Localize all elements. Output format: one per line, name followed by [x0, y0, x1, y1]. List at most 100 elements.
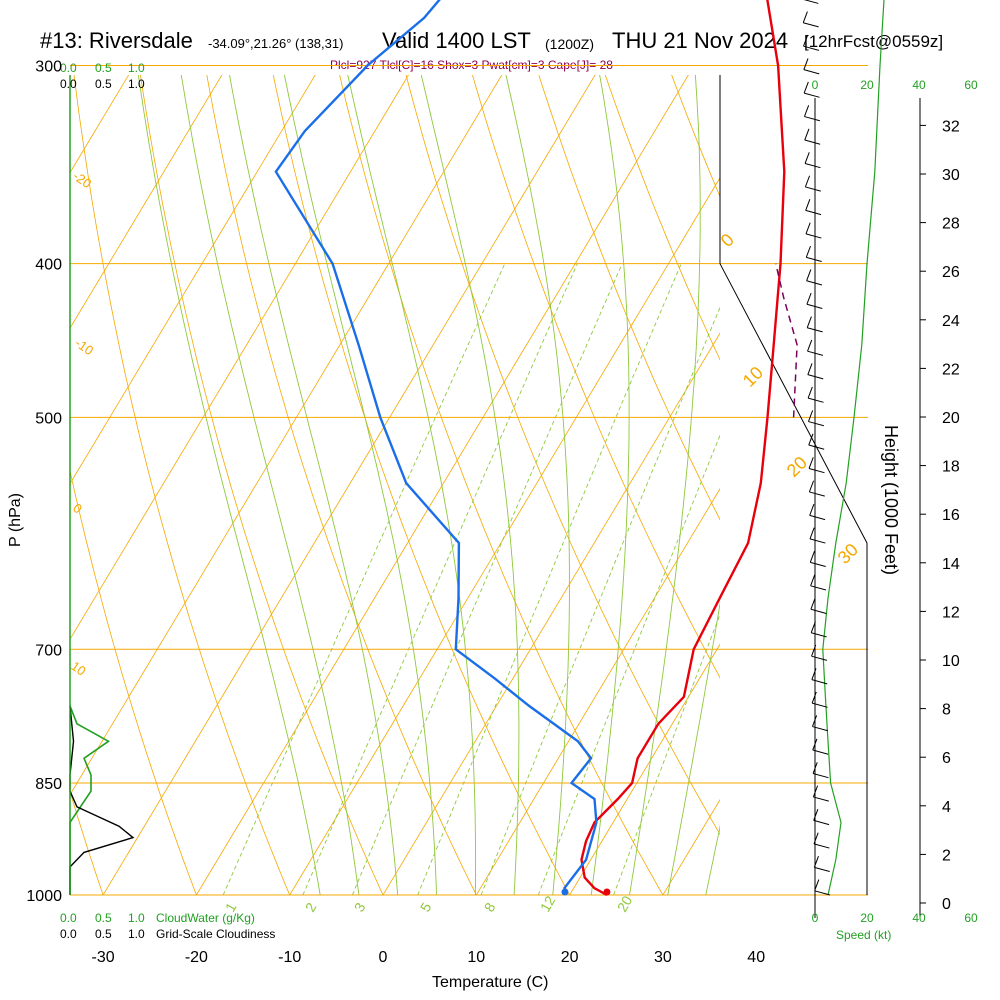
dry-adiabat-label: 0 — [70, 500, 85, 516]
wind-barb-flag — [806, 316, 812, 328]
moist-adiabat-line — [347, 75, 477, 895]
speed-tick-top: 20 — [860, 78, 874, 92]
wind-barb — [810, 585, 827, 591]
height-tick-label: 12 — [942, 604, 960, 621]
parcel-profile — [775, 263, 798, 418]
dry-adiabat-label: -20 — [70, 168, 94, 191]
isotherm-line — [0, 0, 23, 895]
wind-barb-flag — [803, 105, 810, 117]
temperature-surface-point — [603, 888, 611, 896]
thermo-grid — [0, 0, 1000, 929]
moist-adiabat-label: 30 — [834, 540, 862, 568]
wind-barb — [803, 0, 819, 4]
wind-panel — [802, 0, 885, 896]
moist-adiabat-label: 20 — [783, 453, 811, 481]
cloud-panel — [69, 705, 135, 895]
cloudwater-tick-2: 1.0 — [128, 61, 145, 75]
wind-barb — [804, 139, 821, 145]
wind-barb — [803, 69, 820, 75]
height-tick-label: 26 — [942, 264, 960, 281]
dry-adiabat-line — [0, 0, 20, 929]
temperature-tick-label: 10 — [467, 949, 485, 966]
pressure-tick-label: 500 — [35, 410, 62, 427]
height-tick-label: 10 — [942, 653, 960, 670]
wind-barb-flag — [802, 11, 808, 23]
speed-tick-top: 40 — [912, 78, 926, 92]
temperature-tick-label: -20 — [185, 949, 208, 966]
cloudiness-bottom-tick-2: 1.0 — [128, 927, 145, 941]
mixing-ratio-label: 2 — [302, 900, 320, 915]
isotherm-line — [196, 75, 689, 895]
wind-barb-flag — [807, 410, 814, 422]
cloudiness-label: Grid-Scale Cloudiness — [156, 927, 275, 941]
pressure-tick-label: 850 — [35, 776, 62, 793]
height-tick-label: 2 — [942, 847, 951, 864]
wind-barb-flag — [813, 809, 819, 821]
wind-speed-profile — [822, 0, 885, 896]
wind-barb — [809, 491, 825, 497]
wind-barb — [808, 421, 824, 427]
wind-barb — [803, 45, 820, 51]
mixing-ratio-line — [222, 263, 506, 895]
wind-barb-flag — [809, 504, 815, 516]
temperature-tick-label: 30 — [654, 949, 672, 966]
wind-barb — [811, 679, 828, 685]
wind-barb — [803, 22, 819, 28]
cloudwater-label: CloudWater (g/Kg) — [156, 911, 255, 925]
wind-barb — [813, 843, 830, 849]
wind-barb — [807, 374, 824, 380]
dry-adiabat-line — [926, 0, 1000, 929]
isotherm-line — [70, 75, 503, 796]
speed-tick-bottom: 0 — [812, 911, 819, 925]
wind-barb — [813, 796, 829, 802]
cloudiness-profile — [69, 705, 135, 895]
height-tick-label: 20 — [942, 410, 960, 427]
wind-barb-flag — [806, 269, 812, 281]
wind-barb — [804, 116, 820, 122]
wind-barb — [806, 256, 822, 263]
mixing-ratio-line — [351, 263, 623, 895]
dry-adiabat-label: 10 — [68, 658, 88, 679]
wind-barb — [805, 233, 822, 239]
moist-adiabat-line — [420, 75, 520, 895]
wind-barb-flag — [805, 222, 811, 235]
mixing-ratio-line — [537, 434, 720, 895]
temperature-profile — [580, 0, 786, 897]
mixing-ratio-label: 8 — [481, 900, 499, 915]
wind-barb — [804, 92, 820, 98]
isotherm-line — [0, 0, 116, 895]
cloudiness-bottom-tick-0: 0.0 — [60, 927, 77, 941]
forecast-info: [12hrFcst@0559z] — [804, 32, 944, 51]
isotherm-line — [70, 75, 223, 329]
wind-barb-flag — [810, 574, 816, 586]
wind-barb-flag — [805, 199, 811, 211]
dewpoint-surface-point — [561, 888, 569, 896]
isotherm-line — [569, 643, 720, 895]
wind-barb — [805, 186, 821, 192]
dry-adiabat-line — [272, 75, 571, 895]
diagram-boundary — [719, 75, 868, 895]
wind-barb — [814, 866, 830, 873]
profiles — [274, 0, 798, 897]
isobars — [70, 64, 868, 896]
wind-barb-flag — [810, 597, 816, 610]
speed-label: Speed (kt) — [836, 928, 891, 942]
temperature-tick-label: -10 — [278, 949, 301, 966]
cloudiness-tick-1: 0.5 — [95, 77, 112, 91]
dry-adiabat-line — [339, 75, 664, 895]
height-tick-label: 4 — [942, 799, 951, 816]
moist-adiabat-line — [629, 75, 701, 895]
cloudiness-tick-0: 0.0 — [60, 77, 77, 91]
wind-barb-flag — [809, 550, 815, 563]
x-axis-label: Temperature (C) — [432, 974, 548, 991]
wind-barb — [808, 444, 825, 450]
wind-barb-flag — [808, 433, 814, 446]
moist-adiabat-line — [505, 75, 570, 895]
dry-adiabat-line — [604, 75, 720, 361]
wind-barb — [810, 608, 827, 614]
dewpoint-profile — [274, 0, 598, 896]
wind-barb-flag — [807, 339, 813, 352]
wind-barb-flag — [807, 386, 813, 399]
dry-adiabat-line — [472, 75, 720, 679]
height-tick-label: 28 — [942, 216, 960, 233]
